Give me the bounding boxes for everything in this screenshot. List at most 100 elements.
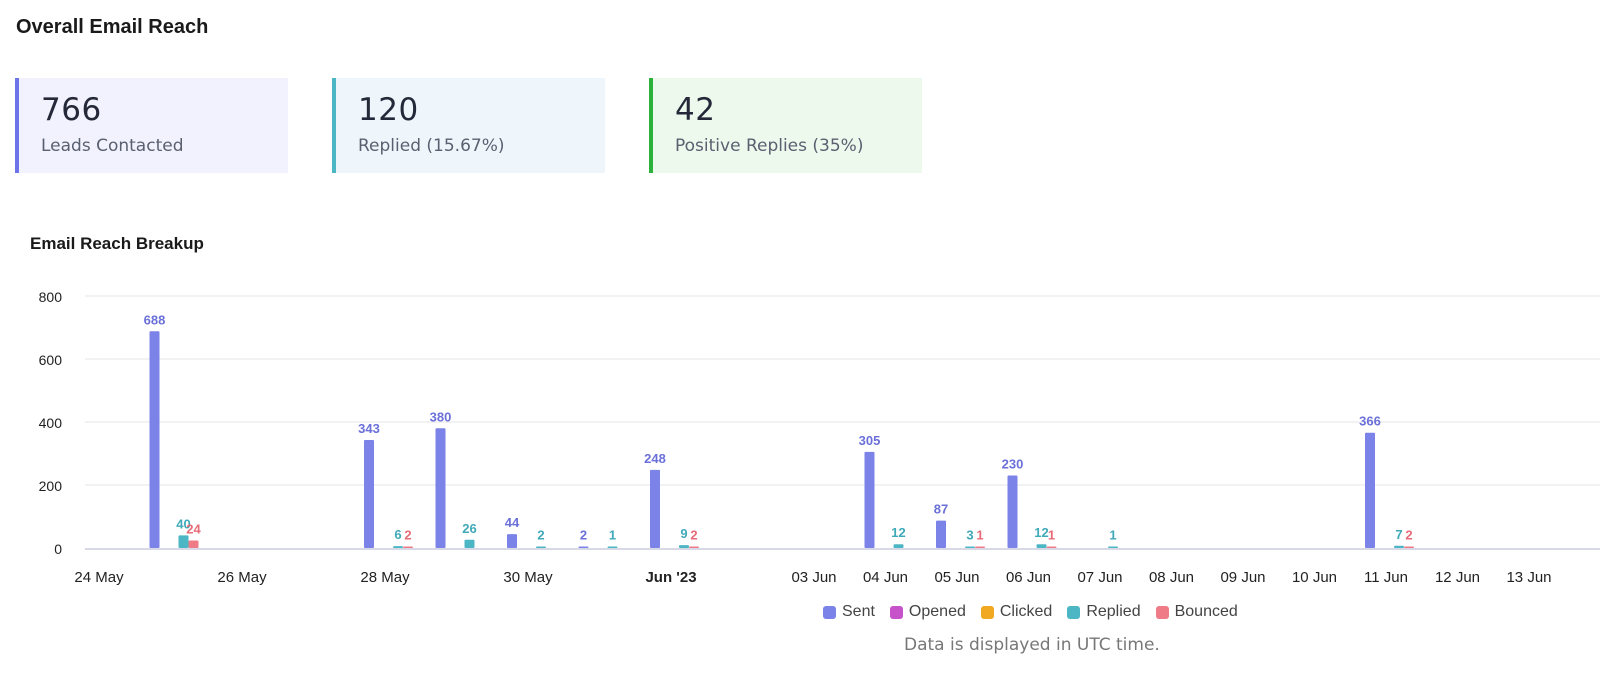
x-tick-label: 10 Jun <box>1292 569 1337 586</box>
bar-replied <box>679 545 689 548</box>
legend-swatch <box>889 605 903 619</box>
bar-bounced <box>1404 546 1414 548</box>
legend-item-clicked[interactable]: Clicked <box>980 603 1053 621</box>
bar-bounced <box>689 546 699 548</box>
x-tick-label: 12 Jun <box>1435 569 1480 586</box>
data-label-replied: 3 <box>966 528 973 543</box>
x-tick-label: Jun '23 <box>645 569 696 586</box>
chart-legend: Sent Opened Clicked Replied Bounced <box>823 603 1253 621</box>
y-tick-label: 800 <box>39 289 63 305</box>
bar-sent <box>435 428 446 548</box>
data-label-bounced: 1 <box>976 528 983 543</box>
bar-replied <box>536 546 546 548</box>
data-label-replied: 12 <box>1034 525 1048 540</box>
x-tick-label: 26 May <box>217 569 267 586</box>
utc-note: Data is displayed in UTC time. <box>904 635 1160 655</box>
x-tick-label: 04 Jun <box>863 569 908 586</box>
chart-title: Email Reach Breakup <box>30 234 204 253</box>
bar-sent <box>864 451 875 548</box>
stat-label: Replied (15.67%) <box>358 136 505 156</box>
page-title: Overall Email Reach <box>16 16 209 38</box>
data-label-replied: 2 <box>537 528 544 543</box>
data-label-replied: 1 <box>609 528 616 543</box>
stat-card-replied: 120 Replied (15.67%) <box>332 78 605 173</box>
x-tick-label: 30 May <box>503 569 553 586</box>
bar-replied <box>893 544 904 548</box>
stat-value: 42 <box>675 92 716 128</box>
x-tick-label: 13 Jun <box>1506 569 1551 586</box>
stat-label: Leads Contacted <box>41 136 184 156</box>
x-tick-label: 11 Jun <box>1364 569 1408 586</box>
bar-replied <box>178 535 189 548</box>
legend-label: Clicked <box>999 603 1053 620</box>
data-label-sent: 366 <box>1359 414 1381 429</box>
y-tick-label: 600 <box>39 352 63 368</box>
bar-replied <box>1394 545 1404 548</box>
legend-swatch <box>1155 605 1169 619</box>
x-tick-label: 08 Jun <box>1149 569 1194 586</box>
bar-bounced <box>1046 546 1057 548</box>
email-reach-chart: 0 200 400 600 800 24 May 26 May 28 May 30 May Jun… <box>39 289 1600 586</box>
data-label-replied: 40 <box>176 516 190 531</box>
data-label-sent: 230 <box>1002 457 1024 472</box>
x-tick-label: 06 Jun <box>1006 569 1051 586</box>
stat-card-positive-replies: 42 Positive Replies (35%) <box>649 78 922 173</box>
bar-bounced <box>403 546 413 548</box>
data-label-bounced: 2 <box>690 528 697 543</box>
x-tick-label: 24 May <box>74 569 124 586</box>
data-label-replied: 12 <box>891 525 905 540</box>
data-label-replied: 9 <box>680 526 687 541</box>
bar-bounced <box>975 546 985 548</box>
data-label-sent: 2 <box>580 528 587 543</box>
legend-label: Opened <box>908 603 966 620</box>
legend-label: Replied <box>1086 603 1141 620</box>
data-label-bounced: 2 <box>1405 528 1412 543</box>
x-tick-label: 05 Jun <box>934 569 979 586</box>
stat-card-leads-contacted: 766 Leads Contacted <box>15 78 288 173</box>
bar-sent <box>149 331 160 548</box>
data-label-replied: 26 <box>462 521 476 536</box>
stat-label: Positive Replies (35%) <box>675 136 864 156</box>
legend-item-opened[interactable]: Opened <box>889 603 966 621</box>
bar-replied <box>607 546 618 548</box>
legend-label: Sent <box>842 603 875 620</box>
data-label-bounced: 24 <box>186 521 201 536</box>
y-tick-label: 400 <box>39 415 63 431</box>
data-label-sent: 305 <box>859 433 881 448</box>
x-tick-label: 28 May <box>360 569 410 586</box>
data-label-replied: 7 <box>1395 527 1402 542</box>
data-label-bounced: 1 <box>1048 528 1055 543</box>
bar-sent <box>578 546 589 548</box>
y-tick-label: 200 <box>39 478 63 494</box>
data-label-bounced: 2 <box>404 528 411 543</box>
bar-bounced <box>188 540 199 548</box>
legend-item-bounced[interactable]: Bounced <box>1155 603 1238 621</box>
data-label-sent: 44 <box>505 515 520 530</box>
x-tick-label: 09 Jun <box>1220 569 1265 586</box>
data-label-sent: 87 <box>934 502 948 517</box>
y-tick-label: 0 <box>54 541 62 557</box>
bar-replied <box>393 546 403 548</box>
stat-value: 120 <box>358 92 419 128</box>
data-label-sent: 688 <box>144 312 166 327</box>
legend-label: Bounced <box>1174 603 1238 620</box>
bar-sent <box>650 469 660 548</box>
legend-swatch <box>980 605 994 619</box>
stat-value: 766 <box>41 92 102 128</box>
x-tick-label: 03 Jun <box>791 569 836 586</box>
bar-sent <box>1365 432 1375 548</box>
legend-swatch <box>823 605 836 619</box>
bar-sent <box>1007 475 1018 548</box>
legend-item-sent[interactable]: Sent <box>823 603 875 621</box>
data-label-sent: 343 <box>358 421 380 436</box>
bar-sent <box>364 439 374 548</box>
data-label-replied: 6 <box>394 527 401 542</box>
data-label-sent: 380 <box>430 409 452 424</box>
bar-replied <box>1108 546 1118 548</box>
bar-sent <box>507 534 517 548</box>
x-tick-label: 07 Jun <box>1077 569 1122 586</box>
bar-replied <box>965 546 975 548</box>
bar-replied <box>464 539 475 548</box>
bar-replied <box>1036 544 1047 548</box>
legend-item-replied[interactable]: Replied <box>1067 603 1141 621</box>
